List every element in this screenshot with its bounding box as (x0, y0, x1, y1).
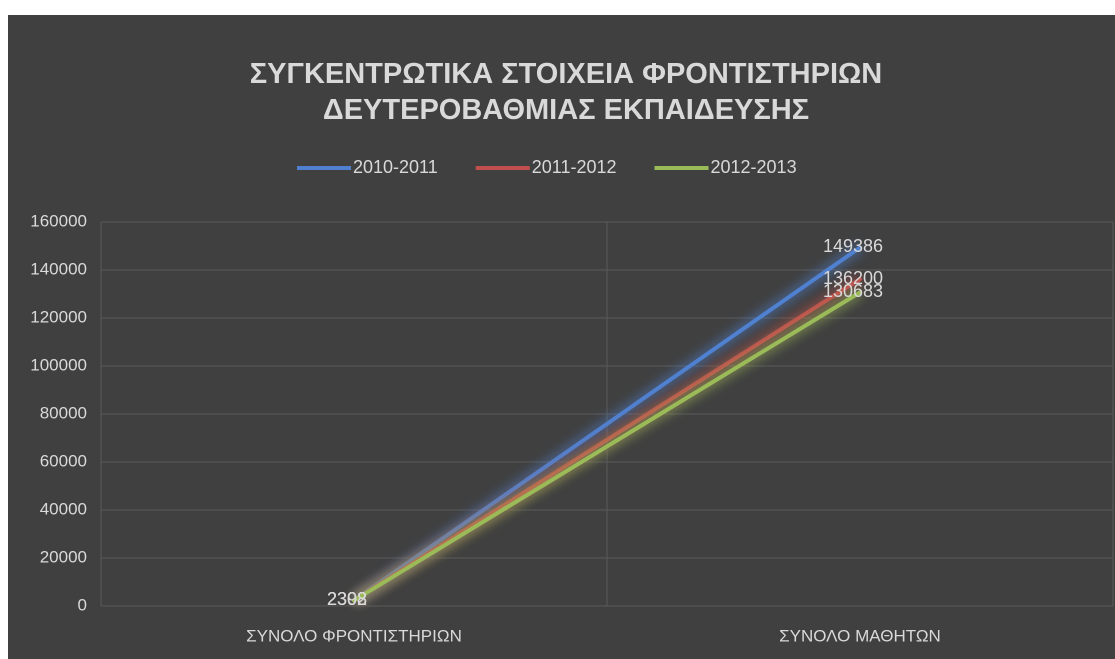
y-tick-label: 160000 (30, 211, 87, 230)
data-label: 130683 (823, 281, 883, 301)
y-tick-label: 80000 (40, 403, 87, 422)
data-label: 2398 (327, 589, 367, 609)
x-tick-label: ΣΥΝΟΛΟ ΜΑΘΗΤΩΝ (779, 626, 941, 645)
y-tick-label: 0 (78, 595, 87, 614)
data-label: 2302 (327, 589, 367, 609)
legend-label: 2010-2011 (353, 157, 438, 177)
chart-background (8, 15, 1115, 659)
chart-title: ΣΥΓΚΕΝΤΡΩΤΙΚΑ ΣΤΟΙΧΕΙΑ ΦΡΟΝΤΙΣΤΗΡΙΩΝ ΔΕΥΤ… (250, 58, 882, 126)
y-tick-label: 60000 (40, 451, 87, 470)
y-tick-label: 40000 (40, 499, 87, 518)
x-tick-label: ΣΥΝΟΛΟ ΦΡΟΝΤΙΣΤΗΡΙΩΝ (246, 626, 462, 645)
y-tick-label: 20000 (40, 547, 87, 566)
legend: 2010-2011 2011-2012 2012-2013 (297, 157, 797, 177)
data-label: 136200 (823, 268, 883, 288)
legend-label: 2012-2013 (711, 157, 797, 177)
legend-label: 2011-2012 (532, 157, 617, 177)
data-label: 149386 (823, 236, 883, 256)
y-tick-label: 100000 (30, 355, 87, 374)
y-tick-label: 120000 (30, 307, 87, 326)
series-line (352, 290, 862, 603)
data-label: 2308 (327, 589, 367, 609)
y-tick-label: 140000 (30, 259, 87, 278)
